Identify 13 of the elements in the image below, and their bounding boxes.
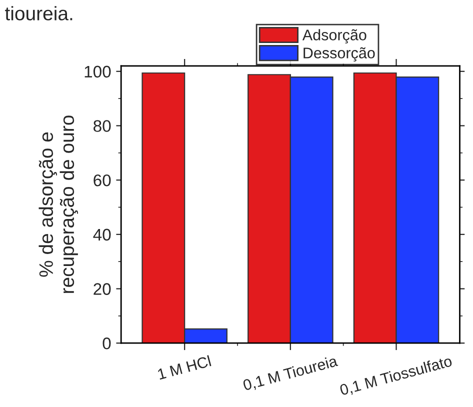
text: tioureia.	[5, 6, 72, 20]
y-tick-label: 80	[94, 120, 111, 132]
y-tick-label: 0	[102, 338, 111, 350]
legend-label: Adsorção	[302, 29, 366, 44]
y-tick-label: 60	[94, 174, 111, 186]
y-axis-title: % de adsorção e recuperação de ouro	[38, 116, 78, 293]
x-tick-label: 0,1 M Tiossulfato	[339, 355, 453, 398]
y-tick-label: 40	[93, 228, 111, 241]
y-tick-label: 20	[94, 283, 111, 295]
x-tick-label: 0,1 M Tioureia	[242, 354, 339, 392]
y-tick-label: 100	[84, 66, 111, 78]
x-tick-label: 1 M HCl	[157, 355, 212, 380]
legend-label: Dessorção	[304, 47, 375, 62]
